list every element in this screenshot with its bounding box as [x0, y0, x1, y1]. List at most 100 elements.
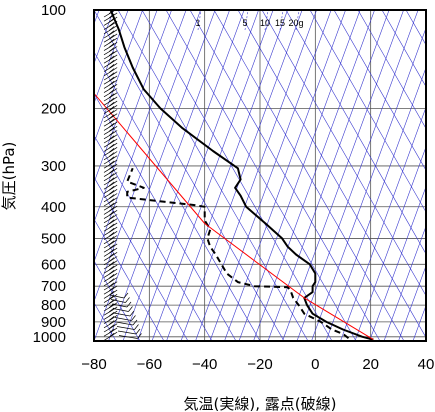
parcel-curve	[94, 93, 374, 341]
wind-barb-flag	[108, 131, 115, 136]
mixing-ratio-label: 10	[260, 18, 270, 28]
isotherm-line	[94, 10, 201, 303]
wind-barb-flag	[110, 58, 118, 64]
wind-barb-flag	[108, 198, 115, 203]
wind-barb-flag	[110, 96, 118, 102]
adiabat-line	[285, 10, 426, 255]
wind-barb-flag	[110, 327, 118, 333]
y-tick-label: 200	[41, 100, 66, 117]
wind-barb-flag	[110, 42, 118, 47]
wind-barb-flag	[108, 206, 115, 212]
wind-barb-flag	[108, 59, 115, 65]
adiabat-line	[381, 10, 426, 88]
isotherm-line	[166, 10, 288, 341]
isotherm-line	[94, 10, 172, 223]
wind-barb-flag	[110, 176, 118, 181]
adiabat-line	[309, 10, 426, 213]
wind-barb	[114, 317, 132, 321]
y-tick-label: 900	[41, 314, 66, 331]
wind-barb-flag	[110, 25, 118, 30]
wind-barb-flag	[108, 316, 115, 321]
adiabat-line	[261, 10, 426, 297]
wind-barb-flag	[108, 89, 115, 94]
wind-barb-flag	[110, 134, 118, 139]
adiabat-line	[94, 10, 285, 341]
wind-barb-flag	[129, 310, 135, 317]
wind-barb-flag	[110, 88, 118, 93]
wind-barb-flag	[110, 67, 118, 72]
wind-barb-flag	[110, 235, 118, 240]
isotherm-line	[94, 10, 187, 263]
wind-barb-flag	[108, 43, 115, 48]
mixing-ratio-label: 5	[242, 18, 247, 28]
wind-barb-flag	[110, 222, 118, 228]
isotherm-line	[94, 10, 114, 65]
adiabat-line	[94, 134, 213, 341]
wind-barb-flag	[110, 273, 118, 278]
wind-barb-flag	[108, 110, 115, 115]
adiabat-line	[94, 218, 165, 341]
wind-barb-flag	[110, 252, 118, 257]
isotherm-line	[94, 10, 216, 341]
wind-barb-flag	[108, 97, 115, 103]
adiabat-line	[94, 51, 261, 341]
wind-barb-flag	[108, 320, 115, 325]
wind-barb-flag	[108, 38, 115, 44]
isotherm-line	[180, 10, 303, 341]
y-tick-label: 700	[41, 278, 66, 295]
adiabat-line	[213, 10, 405, 341]
wind-barb-flag	[110, 205, 118, 211]
adiabat-line	[94, 176, 189, 341]
wind-barb-flag	[110, 12, 118, 18]
wind-barb-flag	[110, 16, 118, 22]
wind-barb-flag	[108, 76, 115, 82]
wind-barb	[118, 335, 138, 339]
wind-barb-flag	[110, 37, 118, 43]
wind-barb-flag	[108, 265, 115, 271]
wind-barb-flag	[110, 294, 118, 299]
wind-barb-flag	[108, 80, 115, 86]
wind-barb-flag	[108, 219, 115, 224]
wind-barb-flag	[110, 289, 118, 295]
wind-barb-flag	[137, 333, 142, 339]
wind-barb-flag	[110, 256, 118, 261]
wind-barb-flag	[110, 92, 118, 97]
mixing-ratio-line	[264, 10, 269, 31]
x-tick-label: 0	[311, 356, 319, 373]
x-axis-title: 気温(実線), 露点(破線)	[184, 395, 337, 412]
isotherm-line	[383, 225, 426, 341]
wind-barb-flag	[108, 127, 115, 132]
wind-barb	[111, 303, 128, 308]
temperature-line	[109, 10, 374, 341]
wind-barb	[113, 312, 131, 317]
wind-barb-flag	[108, 22, 115, 27]
y-tick-label: 800	[41, 297, 66, 314]
isotherm-line	[412, 304, 426, 341]
wind-barb-flag	[108, 17, 115, 23]
wind-barb-flag	[108, 122, 115, 128]
wind-barb-flag	[110, 193, 118, 198]
wind-barb-flag	[110, 231, 118, 236]
mixing-ratio-label: 20g	[288, 18, 303, 28]
wind-barb-flag	[108, 190, 115, 195]
wind-barb-flag	[108, 236, 115, 241]
isotherm-line	[253, 10, 375, 341]
wind-barb-flag	[108, 332, 115, 338]
wind-barb-flag	[108, 324, 115, 329]
wind-barb-flag	[108, 114, 115, 119]
isotherm-line	[108, 10, 230, 341]
isotherm-layer	[94, 10, 426, 341]
wind-barb-flag	[110, 264, 118, 270]
adiabat-line	[94, 93, 237, 341]
isotherm-line	[209, 10, 332, 341]
wind-barb	[110, 299, 126, 303]
mixing-ratio-labels: 1 5 10 15 20g	[195, 18, 303, 28]
wind-barb-flag	[108, 232, 115, 237]
x-tick-labels: −80 −60 −40 −20 0 20 40	[81, 356, 434, 373]
x-tick-label: −40	[192, 356, 217, 373]
isotherm-line	[195, 10, 317, 341]
wind-barb	[116, 326, 135, 330]
wind-barb-flag	[110, 172, 118, 177]
wind-barb-flag	[108, 282, 115, 287]
